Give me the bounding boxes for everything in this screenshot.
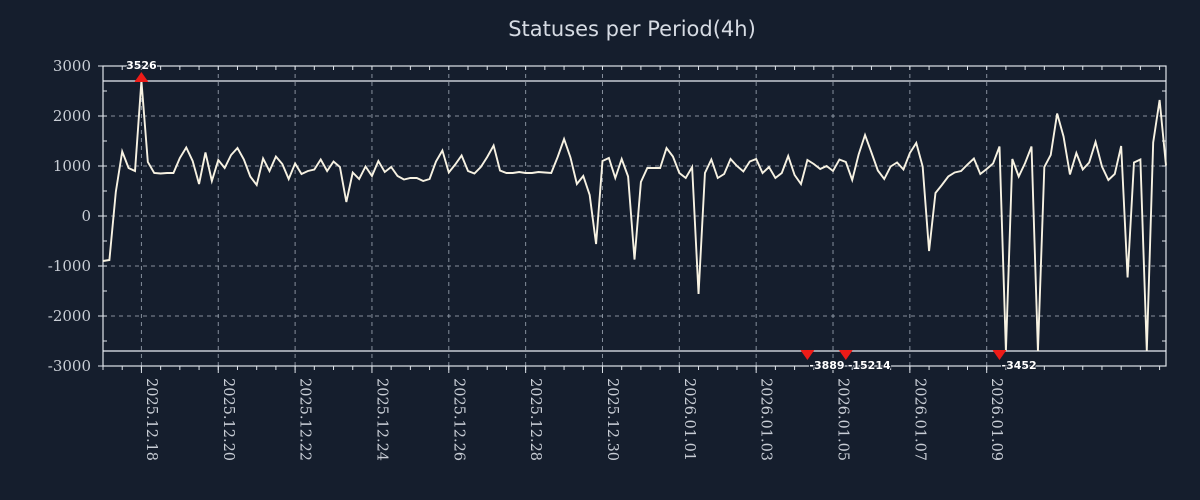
peak-marker (838, 350, 853, 360)
y-tick-label: 3000 (53, 57, 91, 75)
peak-annotations: 3526 -3889 -15214 -3452 (125, 58, 1038, 373)
x-tick-label: 2025.12.20 (220, 378, 236, 461)
plot-border (102, 65, 1167, 367)
x-tick-label: 2025.12.30 (604, 378, 620, 461)
y-tick-label: -2000 (48, 307, 91, 325)
series-line (102, 80, 1167, 352)
plot-frame (102, 65, 1167, 367)
peak-marker (800, 350, 815, 360)
x-tick-label: 2026.01.09 (988, 378, 1004, 461)
x-tick-label: 2025.12.24 (373, 378, 389, 461)
x-tick-label: 2026.01.01 (681, 378, 697, 461)
x-tick-label: 2025.12.22 (297, 378, 313, 461)
clip-lines (103, 80, 1166, 352)
y-tick-label: 1000 (53, 157, 91, 175)
chart-title: Statuses per Period(4h) (508, 17, 756, 41)
x-tick-label: 2026.01.07 (911, 378, 927, 461)
series-line-layer (102, 80, 1167, 352)
y-tick-label: -3000 (48, 357, 91, 375)
y-axis-ticks: 3000 2000 1000 0 -1000 -2000 -3000 (48, 57, 1166, 375)
peak-marker (992, 350, 1007, 360)
peak-marker (134, 72, 149, 82)
x-tick-label: 2026.01.05 (835, 378, 851, 461)
peak-value-label: 3526 (126, 59, 157, 72)
x-tick-label: 2026.01.03 (758, 378, 774, 461)
peak-value-label: -15214 (848, 359, 891, 372)
y-tick-label: 0 (81, 207, 91, 225)
x-axis-ticks: 2025.12.18 2025.12.20 2025.12.22 2025.12.24… (102, 66, 1161, 461)
x-tick-label: 2025.12.18 (143, 378, 159, 461)
y-tick-label: 2000 (53, 107, 91, 125)
y-tick-label: -1000 (48, 257, 91, 275)
peak-value-label: -3452 (1002, 359, 1037, 372)
x-tick-label: 2025.12.28 (527, 378, 543, 461)
x-tick-label: 2025.12.26 (450, 378, 466, 461)
peak-value-label: -3889 (809, 359, 844, 372)
